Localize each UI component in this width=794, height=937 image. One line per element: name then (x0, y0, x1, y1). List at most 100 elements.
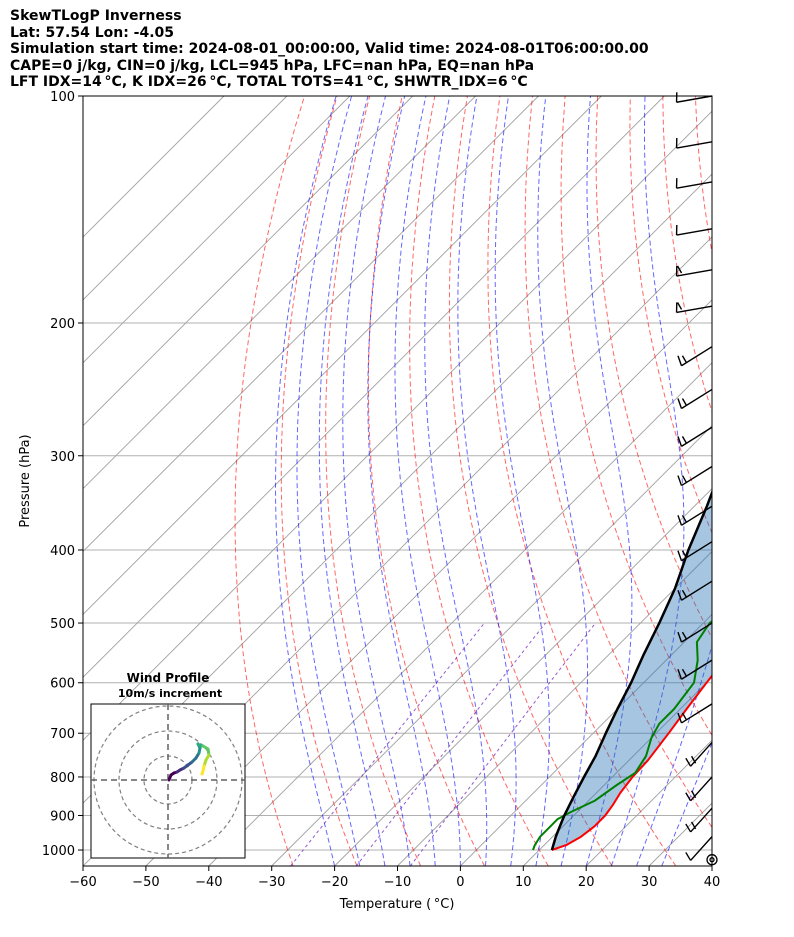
dry-adiabat (524, 96, 712, 829)
isotherm-line (648, 802, 712, 866)
wind-barb-feather (685, 792, 692, 802)
wind-barb-feather (677, 515, 683, 526)
x-tick-label: −60 (69, 875, 96, 890)
dry-adiabat (595, 96, 712, 640)
x-tick-label: 40 (704, 875, 721, 890)
dry-adiabat (234, 96, 305, 866)
y-tick-label: 1000 (42, 844, 75, 859)
wind-barb-feather (681, 435, 688, 444)
location-line: Lat: 57.54 Lon: -4.05 (10, 24, 175, 41)
wind-barb-shaft (690, 836, 713, 861)
hodograph-title: Wind Profile (127, 671, 210, 685)
wind-barb-shaft (676, 181, 713, 189)
temperature-profile-line (551, 674, 712, 851)
wind-barb-feather (677, 631, 683, 643)
x-tick-label: −50 (132, 875, 159, 890)
isotherm-line (711, 865, 712, 866)
moist-adiabat (661, 741, 712, 866)
isotherm-line (83, 96, 665, 678)
x-tick-label: −10 (384, 875, 411, 890)
wind-barb-feather (690, 790, 697, 799)
isotherm-line (83, 96, 351, 364)
wind-barb-feather (676, 302, 683, 310)
wind-barb-feather (677, 550, 683, 561)
wind-barb-feather (681, 398, 688, 406)
dry-adiabat (560, 96, 712, 737)
moist-adiabat (275, 96, 337, 866)
hodograph-inset: Wind Profile 10m/s increment (90, 671, 246, 859)
wind-barb-shaft (676, 228, 713, 236)
wind-barbs (675, 92, 718, 866)
x-axis-label: Temperature ( °C) (339, 897, 455, 912)
y-tick-label: 600 (50, 677, 75, 692)
wind-barb-feather (681, 475, 688, 483)
wind-barb-shaft (690, 776, 713, 802)
wind-barb-feather (681, 550, 688, 559)
moist-adiabat (342, 96, 411, 866)
x-tick-label: −20 (321, 875, 348, 890)
x-tick-label: −40 (195, 875, 222, 890)
y-tick-label: 400 (50, 544, 75, 559)
isotherm-line (145, 299, 712, 866)
mixing-ratio-line (355, 622, 546, 866)
moist-adiabat (585, 96, 633, 866)
dry-adiabat (761, 96, 794, 866)
wind-barb-feather (681, 355, 688, 364)
mixing-ratio-line (409, 622, 596, 866)
stability-indices-line: LFT IDX=14 °C, K IDX=26 °C, TOTAL TOTS=4… (10, 74, 528, 90)
background-lines (83, 96, 794, 866)
wind-barb-feather (677, 475, 683, 486)
y-tick-label: 100 (50, 90, 75, 105)
moist-adiabat (394, 96, 461, 866)
mixing-ratio-line (290, 622, 485, 866)
dry-adiabat (728, 96, 794, 866)
isotherm-line (83, 96, 539, 553)
hodograph-subtitle: 10m/s increment (118, 687, 222, 700)
wind-barb-feather (685, 852, 692, 861)
wind-barb-feather (681, 589, 688, 598)
x-tick-label: 20 (578, 875, 595, 890)
wind-barb-feather (681, 712, 688, 721)
axes: −60 −50 −40 −30 −20 −10 0 10 20 30 40 100 200 300 400 5… (42, 90, 720, 890)
wind-barb-feather (677, 355, 683, 366)
x-tick-label: 0 (456, 875, 464, 890)
chart-title: SkewTLogP Inverness (10, 8, 182, 24)
wind-barb-feather (676, 265, 683, 274)
cape-cin-shading (551, 492, 712, 850)
dry-adiabat (325, 96, 422, 866)
hodograph-segment (200, 769, 205, 776)
y-tick-label: 900 (50, 810, 75, 825)
moist-adiabat (367, 96, 436, 866)
moist-adiabat (610, 96, 685, 866)
isotherm-line (83, 96, 414, 427)
x-tick-label: 10 (515, 875, 532, 890)
isotherm-line (83, 96, 602, 616)
wind-barb-shaft (676, 95, 713, 103)
simulation-time-line: Simulation start time: 2024-08-01_00:00:… (10, 41, 649, 57)
dry-adiabat (694, 96, 712, 256)
wind-barb-feather (681, 668, 688, 677)
isotherm-line (775, 96, 794, 866)
wind-barb-feather (685, 823, 692, 833)
wind-barb-shaft (676, 141, 713, 149)
isotherm-line (460, 613, 712, 866)
y-tick-label: 800 (50, 771, 75, 786)
cape-indices-line: CAPE=0 j/kg, CIN=0 j/kg, LCL=945 hPa, LF… (10, 57, 535, 74)
wind-barb-feather (685, 757, 692, 767)
isotherm-line (83, 96, 225, 238)
moist-adiabat (494, 96, 550, 866)
dry-adiabat (367, 96, 485, 866)
y-tick-label: 700 (50, 727, 75, 742)
isotherm-line (334, 487, 712, 866)
dry-adiabat (448, 96, 613, 866)
isotherm-line (397, 550, 712, 866)
isotherm-line (522, 676, 712, 866)
y-tick-label: 200 (50, 317, 75, 332)
isotherm-line (83, 110, 712, 741)
isotherm-line (83, 96, 288, 301)
isotherm-line (271, 425, 712, 866)
profile-lines (532, 489, 712, 851)
dry-adiabat (662, 96, 712, 414)
dewpoint-profile-line (532, 619, 712, 851)
